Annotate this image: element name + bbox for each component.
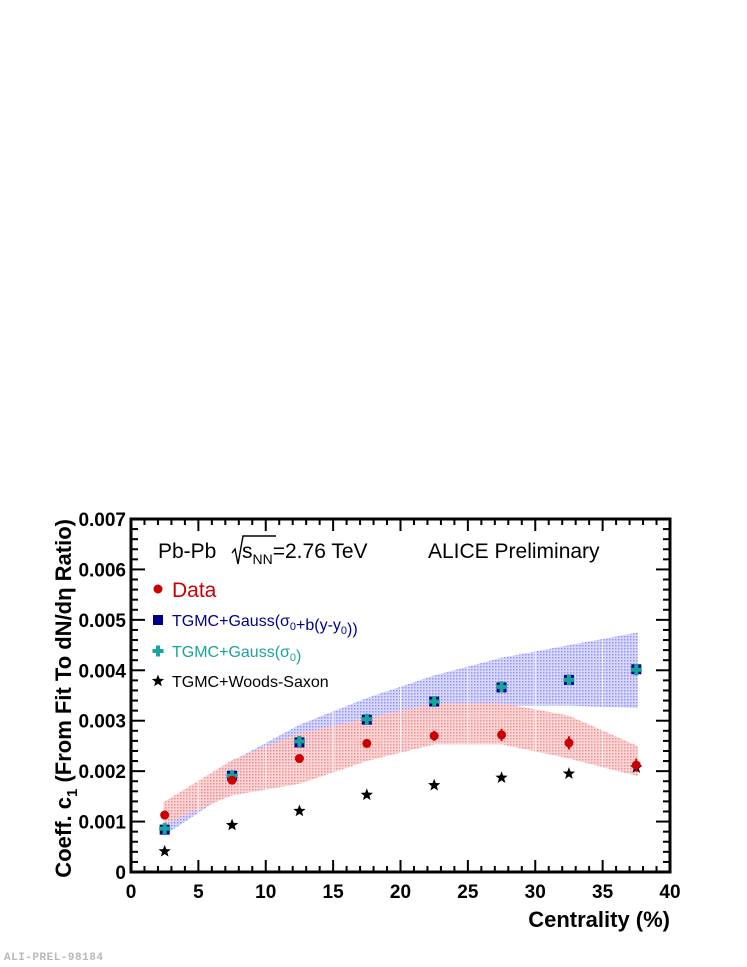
x-tick-label: 0	[126, 882, 137, 903]
data-point	[428, 778, 441, 791]
data-point	[361, 713, 373, 725]
data-point	[562, 767, 576, 779]
legend-marker	[151, 674, 165, 687]
uncertainty-bands	[163, 632, 638, 837]
data-point	[497, 730, 507, 740]
data-series	[158, 664, 643, 857]
data-point	[159, 823, 171, 835]
x-tick-label: 30	[525, 882, 546, 903]
band-0	[163, 703, 638, 825]
x-tick-label: 5	[193, 882, 204, 903]
legend-label: TGMC+Gauss(σ0)	[172, 644, 301, 665]
data-point	[158, 844, 171, 857]
x-tick-label: 20	[390, 882, 411, 903]
data-point	[362, 738, 372, 748]
data-point	[294, 754, 304, 764]
data-point	[429, 731, 439, 741]
data-point	[630, 664, 642, 676]
data-point	[495, 771, 508, 783]
sqrt-symbol	[231, 535, 276, 565]
energy-label: sNN=2.76 TeV	[242, 540, 368, 567]
collaboration-tag: ALICE Preliminary	[428, 540, 600, 563]
x-axis-label: Centrality (%)	[528, 907, 670, 932]
y-tick-label: 0.002	[78, 762, 126, 783]
y-tick-label: 0.004	[78, 661, 126, 682]
data-point	[225, 818, 239, 831]
legend-entry: TGMC+Gauss(σ0)	[152, 644, 301, 665]
legend-label: TGMC+Woods-Saxon	[172, 674, 329, 691]
x-tick-label: 15	[323, 882, 345, 903]
data-point	[293, 804, 306, 817]
figure-reference-label: ALI-PREL-98184	[4, 952, 104, 964]
legend-entry: Data	[153, 579, 217, 602]
legend-marker	[153, 615, 163, 625]
data-point	[564, 738, 574, 748]
tick-labels: 0 5 10 15 20 25 30 35 40 0 0.001 0.002 0.003 0.004 0.0…	[78, 510, 680, 903]
x-tick-label: 35	[592, 882, 614, 903]
legend-marker	[153, 584, 163, 594]
data-point	[428, 696, 440, 708]
x-tick-label: 10	[255, 882, 276, 903]
series-circle	[160, 728, 641, 820]
y-axis-label: Coeff. c1 (From Fit To dN/dη Ratio)	[51, 519, 81, 878]
x-tick-label: 25	[457, 882, 479, 903]
annotations: Pb-Pb sNN=2.76 TeV ALICE Preliminary	[158, 535, 600, 567]
axis-ticks	[130, 518, 671, 873]
band-1	[163, 632, 638, 837]
data-point	[631, 760, 641, 770]
y-tick-label: 0.003	[78, 712, 126, 733]
y-tick-label: 0	[115, 863, 126, 884]
y-tick-label: 0.001	[78, 813, 126, 834]
collision-system-label: Pb-Pb	[158, 540, 216, 563]
data-point	[226, 770, 238, 782]
legend-entry: TGMC+Gauss(σ0+b(y-y0))	[153, 613, 358, 638]
y-tick-label: 0.007	[78, 510, 126, 531]
legend-marker	[152, 645, 164, 657]
data-point	[293, 735, 305, 747]
legend: Data TGMC+Gauss(σ0+b(y-y0)) TGMC+Gauss(σ0)…	[151, 579, 358, 691]
legend-label: TGMC+Gauss(σ0+b(y-y0))	[172, 613, 358, 638]
data-point	[160, 810, 170, 820]
data-point	[496, 681, 508, 693]
legend-label: Data	[172, 579, 217, 602]
x-tick-label: 40	[659, 882, 680, 903]
y-tick-label: 0.006	[78, 560, 126, 581]
y-tick-label: 0.005	[78, 611, 126, 632]
data-point	[227, 775, 237, 785]
series-cross	[159, 664, 642, 835]
legend-entry: TGMC+Woods-Saxon	[151, 674, 329, 691]
data-point	[563, 674, 575, 686]
data-point	[360, 788, 373, 801]
